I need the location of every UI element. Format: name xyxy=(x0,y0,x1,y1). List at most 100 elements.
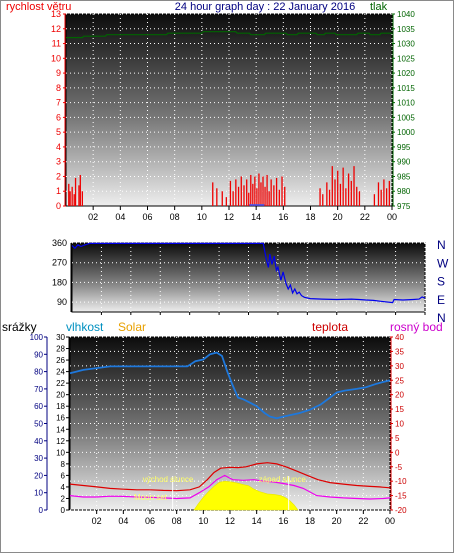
x-tick-label: 04 xyxy=(115,212,125,222)
x-tick-label: 08 xyxy=(170,212,180,222)
x-tick-label: 22 xyxy=(360,212,370,222)
x-tick-label: 08 xyxy=(172,516,182,526)
wind-bar xyxy=(358,191,361,206)
wind-tick-label: 9 xyxy=(56,68,61,78)
wind-bar xyxy=(350,180,352,206)
wind-bar xyxy=(79,174,81,206)
wind-bar xyxy=(380,189,382,206)
wind-bar xyxy=(337,170,339,206)
solar-tick-label: 20 xyxy=(56,391,65,400)
wind-tick-label: 0 xyxy=(56,201,61,211)
pressure-tick-label: 975 xyxy=(397,202,411,211)
x-tick-label: 00 xyxy=(387,212,397,222)
pressure-tick-label: 1025 xyxy=(397,54,415,63)
solar-tick-label: 18 xyxy=(56,402,65,411)
solar-tick-label: 26 xyxy=(56,356,65,365)
solar-tick-label: 16 xyxy=(56,414,65,423)
wind-bar xyxy=(319,188,321,206)
pressure-tick-label: 985 xyxy=(397,172,411,181)
wind-bar xyxy=(73,194,75,206)
direction-tick-label: 180 xyxy=(52,277,67,287)
chart-title: 24 hour graph day : 22 January 2016 xyxy=(175,1,355,13)
wind-bar xyxy=(232,191,234,206)
wind-bar xyxy=(334,179,336,206)
panel1-time-ticks: 02 04 06 08 10 12 14 16 18 20 22 00 xyxy=(88,206,397,222)
wind-tick-label: 5 xyxy=(56,127,61,137)
solar-tick-label: 24 xyxy=(56,368,65,377)
wind-bar xyxy=(281,176,283,206)
temp-tick-label: 35 xyxy=(395,347,404,356)
temperature-ticks: -20 -15 -10 -5 0 5 10 15 20 25 30 35 40 xyxy=(390,333,407,515)
pressure-tick-label: 1010 xyxy=(397,99,415,108)
pressure-tick-label: 1030 xyxy=(397,40,415,49)
rain-tick-label: 70 xyxy=(34,385,43,394)
compass-label: E xyxy=(437,293,445,307)
wind-tick-label: 3 xyxy=(56,157,61,167)
wind-bar xyxy=(254,176,256,206)
solar-tick-label: 22 xyxy=(56,379,65,388)
wind-bar xyxy=(347,173,350,206)
solar-series xyxy=(193,480,299,511)
temp-tick-label: 25 xyxy=(395,376,404,385)
wind-bar xyxy=(356,186,358,206)
x-tick-label: 10 xyxy=(198,516,208,526)
wind-bar xyxy=(275,177,278,206)
compass-label: W xyxy=(437,256,449,270)
x-tick-label: 02 xyxy=(88,212,98,222)
wind-bar xyxy=(262,176,264,206)
solar-tick-label: 12 xyxy=(56,437,65,446)
temperature-line xyxy=(69,462,391,492)
direction-ticks: 90 180 270 360 xyxy=(52,238,72,312)
rain-tick-label: 90 xyxy=(34,350,43,359)
wind-bar xyxy=(260,182,262,206)
temp-tick-label: -10 xyxy=(395,477,407,486)
compass-label: S xyxy=(437,275,445,289)
x-tick-label: 14 xyxy=(252,516,262,526)
x-tick-label: 14 xyxy=(251,212,261,222)
temp-tick-label: -15 xyxy=(395,492,407,501)
rain-humidity-solar-ticks: 0102030405060708090100024681012141618202… xyxy=(30,333,70,515)
moonset-label: Moon set xyxy=(134,493,168,502)
solar-tick-label: 0 xyxy=(61,506,66,515)
sunrise-label: východ slunce xyxy=(143,475,194,484)
wind-bar xyxy=(345,188,347,206)
solar-tick-label: 28 xyxy=(56,345,65,354)
panel3-time-ticks: 02 04 06 08 10 12 14 16 18 20 22 00 xyxy=(92,510,395,526)
direction-line xyxy=(71,242,426,304)
wind-bar xyxy=(229,180,232,206)
wind-bar xyxy=(373,194,376,206)
humidity-axis-label: vlhkost xyxy=(66,320,104,334)
wind-bar xyxy=(69,191,71,206)
solar-tick-label: 2 xyxy=(61,494,66,503)
wind-bar xyxy=(68,183,70,206)
humidity-line xyxy=(69,351,391,420)
pressure-tick-label: 1035 xyxy=(397,25,415,34)
wind-tick-label: 6 xyxy=(56,112,61,122)
wind-bar xyxy=(326,182,328,206)
wind-tick-label: 4 xyxy=(56,142,61,152)
climate-series xyxy=(69,351,391,500)
temp-tick-label: 10 xyxy=(395,420,404,429)
rain-tick-label: 30 xyxy=(34,454,43,463)
wind-bar xyxy=(342,167,344,206)
pressure-tick-label: 995 xyxy=(397,143,411,152)
rain-tick-label: 50 xyxy=(34,420,43,429)
wind-bar xyxy=(71,186,73,206)
direction-tick-label: 360 xyxy=(52,238,67,248)
wind-bar xyxy=(322,194,324,206)
wind-bar xyxy=(270,179,272,206)
solar-tick-label: 10 xyxy=(56,448,65,457)
temp-tick-label: 40 xyxy=(395,333,404,342)
sun-moon-markers: východ slunce západ slunce Moon set xyxy=(134,475,306,510)
wind-bar xyxy=(212,182,214,206)
wind-bar xyxy=(221,191,223,206)
x-tick-label: 22 xyxy=(358,516,368,526)
wind-bar xyxy=(377,182,380,206)
pressure-axis-label: tlak xyxy=(370,1,388,13)
temp-tick-label: 0 xyxy=(395,448,400,457)
x-tick-label: 12 xyxy=(224,212,234,222)
wind-bar xyxy=(264,186,266,206)
wind-bar xyxy=(331,166,333,206)
wind-bar xyxy=(237,186,240,206)
